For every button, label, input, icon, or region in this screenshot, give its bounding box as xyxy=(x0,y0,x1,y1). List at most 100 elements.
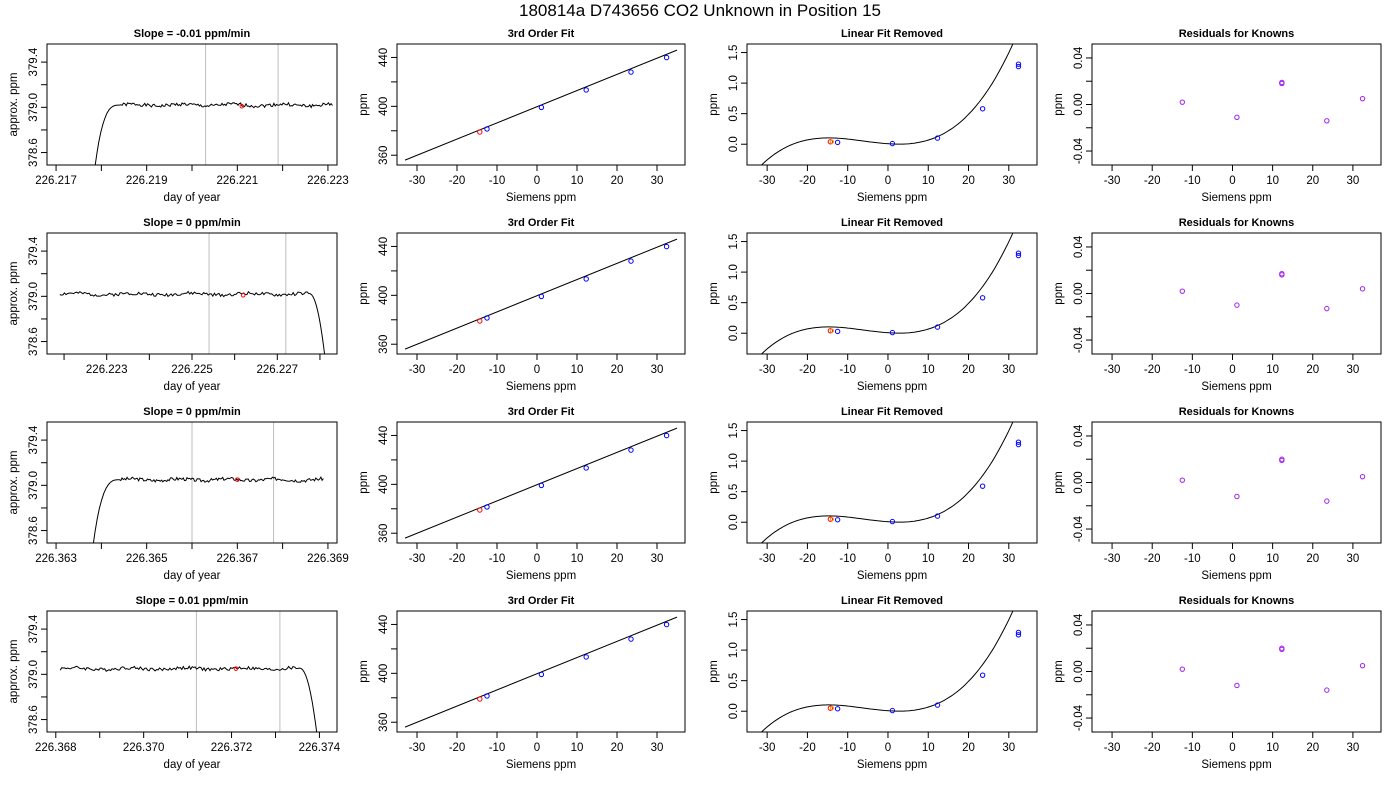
panel-title: Linear Fit Removed xyxy=(841,28,943,40)
plot-area xyxy=(1179,271,1366,312)
x-axis-label: Siemens ppm xyxy=(857,381,927,393)
y-tick-label: 379.4 xyxy=(28,236,40,265)
plot-frame xyxy=(396,232,686,355)
x-tick-label: 10 xyxy=(922,364,935,376)
plot-frame xyxy=(46,421,338,544)
panel-2-3: Linear Fit Removed -30 -20 -10 0 10 20 30 0.0 0.5… xyxy=(708,217,1038,393)
residual-point xyxy=(1359,286,1366,292)
panel-3-1: Slope = 0 ppm/min 226.363 226.365 226.367 22… xyxy=(8,406,349,582)
y-tick-label: 0.04 xyxy=(1073,424,1085,447)
plot-frame xyxy=(746,43,1038,166)
residual-point xyxy=(1279,271,1285,277)
plot-area xyxy=(59,233,326,354)
x-tick-label: 226.367 xyxy=(217,553,259,565)
x-tick-label: 0 xyxy=(534,175,540,187)
x-tick-label: 0 xyxy=(534,553,540,565)
x-tick-label: 10 xyxy=(922,553,935,565)
x-tick-label: -30 xyxy=(759,175,776,187)
plot-frame xyxy=(46,232,338,355)
x-axis-label: Siemens ppm xyxy=(506,381,576,393)
x-tick-label: 30 xyxy=(1347,553,1360,565)
x-tick-label: -30 xyxy=(409,364,426,376)
unknown-point-alt xyxy=(829,328,834,333)
y-tick-label: 1.0 xyxy=(728,642,740,658)
x-tick-label: -20 xyxy=(799,364,816,376)
panel-1-2: 3rd Order Fit -30 -20 -10 0 10 20 30 360 400 440 Si… xyxy=(358,28,686,204)
y-tick-label: 379.0 xyxy=(28,282,40,311)
y-axis-label: ppm xyxy=(1053,282,1065,304)
panel-3-3: Linear Fit Removed -30 -20 -10 0 10 20 30 0.0 0.5… xyxy=(708,406,1038,582)
x-tick-label: -10 xyxy=(489,553,506,565)
y-axis-label: ppm xyxy=(358,282,370,304)
unknown-point xyxy=(477,129,483,135)
x-tick-label: -20 xyxy=(449,742,466,754)
plot-frame xyxy=(746,610,1038,733)
series-line xyxy=(92,475,324,543)
x-tick-label: -20 xyxy=(799,175,816,187)
panel-title: Slope = -0.01 ppm/min xyxy=(134,28,251,40)
y-tick-label: 0.04 xyxy=(1073,235,1085,258)
x-tick-label: 226.227 xyxy=(257,364,299,376)
x-tick-label: -30 xyxy=(1104,553,1121,565)
known-point xyxy=(1015,441,1022,448)
known-point xyxy=(663,54,670,61)
residual-point xyxy=(1324,305,1330,312)
known-point xyxy=(1015,61,1022,67)
x-tick-label: -10 xyxy=(839,175,856,187)
panel-title: 3rd Order Fit xyxy=(508,28,575,40)
y-tick-label: -0.04 xyxy=(1073,515,1085,542)
unknown-point xyxy=(827,516,834,522)
panel-title: Residuals for Knowns xyxy=(1179,406,1295,418)
unknown-marker xyxy=(233,666,239,671)
known-point xyxy=(889,140,896,147)
unknown-point xyxy=(827,139,834,145)
panel-title: Slope = 0.01 ppm/min xyxy=(136,595,249,607)
known-point xyxy=(583,654,589,660)
known-point xyxy=(934,702,941,708)
panel-2-1: Slope = 0 ppm/min 226.223 226.225 226.227 37… xyxy=(8,217,338,393)
x-tick-label: 0 xyxy=(1229,364,1235,376)
y-tick-label: 400 xyxy=(378,97,390,116)
y-tick-label: 0.5 xyxy=(728,295,740,311)
x-tick-label: 30 xyxy=(1347,364,1360,376)
x-tick-label: 226.221 xyxy=(217,175,259,187)
panel-3-4: Residuals for Knowns -30 -20 -10 0 10 20 30 -0.0… xyxy=(1053,406,1382,582)
known-point xyxy=(834,706,841,712)
y-axis-label: ppm xyxy=(1053,93,1065,115)
series-line xyxy=(59,665,318,732)
x-tick-label: -10 xyxy=(1184,553,1201,565)
known-point xyxy=(1015,252,1022,259)
x-tick-label: 0 xyxy=(1229,175,1235,187)
x-tick-label: -30 xyxy=(1104,364,1121,376)
known-point xyxy=(484,504,490,510)
x-tick-label: -10 xyxy=(839,364,856,376)
y-tick-label: 379.0 xyxy=(28,660,40,689)
known-point xyxy=(583,276,589,282)
y-axis-label: ppm xyxy=(358,93,370,115)
x-tick-label: 10 xyxy=(1266,175,1279,187)
known-point xyxy=(663,432,670,439)
plot-frame xyxy=(396,421,686,544)
known-point xyxy=(889,329,896,336)
plot-frame xyxy=(396,43,686,166)
y-axis-label: ppm xyxy=(358,660,370,682)
fit-curve xyxy=(760,422,1014,543)
panel-1-1: Slope = -0.01 ppm/min 226.217 226.219 226.2… xyxy=(8,28,349,204)
plot-area xyxy=(760,422,1022,543)
x-tick-label: 30 xyxy=(651,364,664,376)
x-tick-label: 0 xyxy=(534,364,540,376)
fit-curve xyxy=(760,44,1014,165)
x-tick-label: -30 xyxy=(759,553,776,565)
y-tick-label: 1.5 xyxy=(728,423,740,439)
x-tick-label: 30 xyxy=(1347,742,1360,754)
residual-point xyxy=(1234,493,1240,500)
x-tick-label: -10 xyxy=(839,553,856,565)
y-tick-label: 379.4 xyxy=(28,47,40,76)
unknown-point xyxy=(827,705,834,711)
known-point xyxy=(1015,63,1022,70)
y-tick-label: 440 xyxy=(378,48,390,67)
x-axis-label: Siemens ppm xyxy=(506,570,576,582)
y-tick-label: 440 xyxy=(378,237,390,256)
x-axis-label: Siemens ppm xyxy=(857,192,927,204)
